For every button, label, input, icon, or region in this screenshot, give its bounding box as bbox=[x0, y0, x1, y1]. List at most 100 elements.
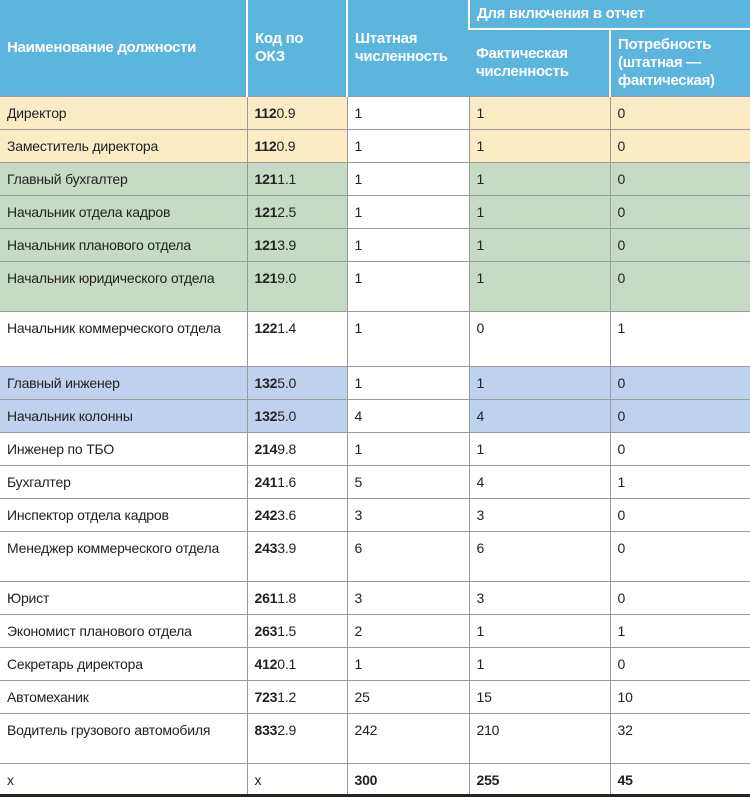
position-name: Автомеханик bbox=[0, 679, 248, 714]
table-row: Инспектор отдела кадров 2423.6 3 3 0 bbox=[0, 497, 750, 532]
staff-count: 2 bbox=[346, 613, 470, 648]
need-count: 0 bbox=[609, 128, 750, 163]
code-bold: 833 bbox=[254, 721, 278, 738]
table-row: Начальник отдела кадров 1212.5 1 1 0 bbox=[0, 194, 750, 229]
staff-count: 1 bbox=[346, 365, 470, 400]
staff-count: 5 bbox=[346, 464, 470, 499]
actual-count: 1 bbox=[468, 613, 611, 648]
table-row: Начальник юридического отдела 1219.0 1 1… bbox=[0, 260, 750, 312]
code-rest: 5.0 bbox=[277, 407, 297, 424]
code-bold: 261 bbox=[254, 589, 278, 606]
actual-count: 15 bbox=[468, 679, 611, 714]
position-name: Начальник колонны bbox=[0, 398, 248, 433]
okz-code: 2433.9 bbox=[246, 530, 348, 582]
position-name: Начальник планового отдела bbox=[0, 227, 248, 262]
header-actual: Фактическая численность bbox=[469, 29, 610, 96]
okz-code: 7231.2 bbox=[246, 679, 348, 714]
total-row: х х 300 255 45 bbox=[0, 762, 750, 796]
code-bold: 723 bbox=[254, 688, 278, 705]
actual-count: 1 bbox=[468, 95, 611, 130]
code-bold: 132 bbox=[254, 374, 278, 391]
position-name: Директор bbox=[0, 95, 248, 130]
table-row: Заместитель директора 1120.9 1 1 0 bbox=[0, 128, 750, 163]
header-code: Код по ОКЗ bbox=[246, 0, 347, 96]
code-rest: 9.0 bbox=[277, 269, 297, 286]
need-count: 0 bbox=[609, 194, 750, 229]
code-rest: 1.1 bbox=[277, 170, 297, 187]
actual-count: 1 bbox=[468, 646, 611, 681]
okz-code: 1325.0 bbox=[246, 398, 348, 433]
header-name: Наименование должности bbox=[0, 0, 247, 96]
actual-count: 1 bbox=[468, 194, 611, 229]
actual-count: 1 bbox=[468, 431, 611, 466]
table-row: Менеджер коммерческого отдела 2433.9 6 6… bbox=[0, 530, 750, 582]
actual-count: 4 bbox=[468, 398, 611, 433]
need-count: 0 bbox=[609, 227, 750, 262]
total-actual: 255 bbox=[468, 762, 611, 796]
code-rest: 1.4 bbox=[277, 319, 297, 336]
okz-code: 1219.0 bbox=[246, 260, 348, 312]
table-row: Водитель грузового автомобиля 8332.9 242… bbox=[0, 712, 750, 764]
need-count: 1 bbox=[609, 464, 750, 499]
okz-code: 2423.6 bbox=[246, 497, 348, 532]
staff-count: 1 bbox=[346, 646, 470, 681]
actual-count: 6 bbox=[468, 530, 611, 582]
table-row: Автомеханик 7231.2 25 15 10 bbox=[0, 679, 750, 714]
header-need: Потребность (штатная — фактическая) bbox=[609, 29, 750, 96]
actual-count: 1 bbox=[468, 161, 611, 196]
staff-count: 1 bbox=[346, 128, 470, 163]
okz-code: 1120.9 bbox=[246, 128, 348, 163]
need-count: 0 bbox=[609, 95, 750, 130]
position-name: Секретарь директора bbox=[0, 646, 248, 681]
code-rest: 3.9 bbox=[277, 539, 297, 556]
need-count: 10 bbox=[609, 679, 750, 714]
staff-count: 3 bbox=[346, 580, 470, 615]
staff-count: 25 bbox=[346, 679, 470, 714]
need-count: 0 bbox=[609, 646, 750, 681]
code-rest: 0.9 bbox=[276, 137, 296, 154]
need-count: 0 bbox=[609, 580, 750, 615]
need-count: 0 bbox=[609, 497, 750, 532]
table-row: Экономист планового отдела 2631.5 2 1 1 bbox=[0, 613, 750, 648]
okz-code: 1325.0 bbox=[246, 365, 348, 400]
position-name: Начальник юридического отдела bbox=[0, 260, 248, 312]
code-rest: 9.8 bbox=[277, 440, 297, 457]
table-row: Юрист 2611.8 3 3 0 bbox=[0, 580, 750, 615]
position-name: Начальник коммерческого отдела bbox=[0, 310, 248, 367]
need-count: 1 bbox=[609, 613, 750, 648]
code-bold: 122 bbox=[254, 319, 278, 336]
total-staff: 300 bbox=[346, 762, 470, 796]
staff-count: 1 bbox=[346, 227, 470, 262]
code-bold: 112 bbox=[254, 104, 277, 121]
code-bold: 132 bbox=[254, 407, 278, 424]
table-row: Бухгалтер 2411.6 5 4 1 bbox=[0, 464, 750, 499]
actual-count: 3 bbox=[468, 497, 611, 532]
code-rest: 3.6 bbox=[277, 506, 297, 523]
actual-count: 1 bbox=[468, 227, 611, 262]
staff-count: 1 bbox=[346, 161, 470, 196]
header-staff: Штатная численность bbox=[346, 0, 469, 96]
code-bold: 241 bbox=[254, 473, 278, 490]
position-name: Водитель грузового автомобиля bbox=[0, 712, 248, 764]
code-bold: 214 bbox=[254, 440, 278, 457]
code-bold: 242 bbox=[254, 506, 278, 523]
position-name: Менеджер коммерческого отдела bbox=[0, 530, 248, 582]
position-name: Экономист планового отдела bbox=[0, 613, 248, 648]
staff-count: 3 bbox=[346, 497, 470, 532]
code-rest: 2.5 bbox=[277, 203, 297, 220]
okz-code: 4120.1 bbox=[246, 646, 348, 681]
need-count: 0 bbox=[609, 530, 750, 582]
code-bold: 263 bbox=[254, 622, 278, 639]
position-name: Инспектор отдела кадров bbox=[0, 497, 248, 532]
actual-count: 0 bbox=[468, 310, 611, 367]
actual-count: 1 bbox=[468, 128, 611, 163]
position-name: Заместитель директора bbox=[0, 128, 248, 163]
staff-count: 1 bbox=[346, 95, 470, 130]
need-count: 0 bbox=[609, 260, 750, 312]
table-row: Инженер по ТБО 2149.8 1 1 0 bbox=[0, 431, 750, 466]
table-row: Секретарь директора 4120.1 1 1 0 bbox=[0, 646, 750, 681]
okz-code: 1211.1 bbox=[246, 161, 348, 196]
code-rest: 0.9 bbox=[276, 104, 296, 121]
okz-code: 2411.6 bbox=[246, 464, 348, 499]
table-row: Главный бухгалтер 1211.1 1 1 0 bbox=[0, 161, 750, 196]
